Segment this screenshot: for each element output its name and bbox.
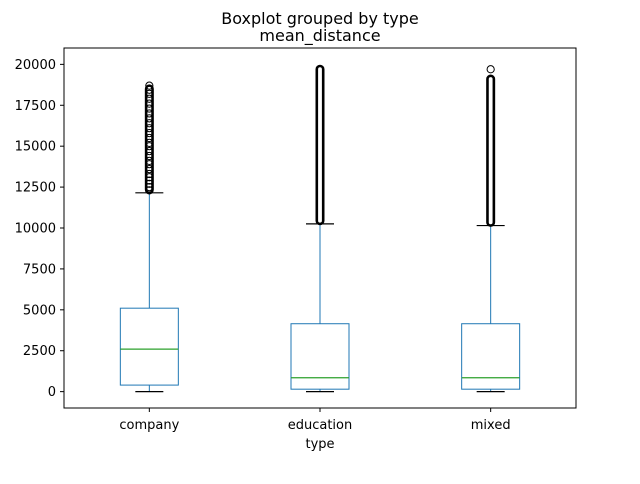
outlier-company-10: [145, 146, 154, 156]
outlier-company-7: [145, 160, 154, 169]
outlier-band-mixed: [486, 74, 496, 227]
x-tick-label-mixed: mixed: [471, 418, 511, 433]
outlier-company-20: [145, 99, 154, 108]
x-axis: company education mixed: [119, 408, 511, 433]
y-tick-label-6: 15000: [15, 140, 56, 155]
outlier-company-24: [145, 81, 154, 90]
outlier-company-16: [145, 119, 154, 128]
outlier-company-22: [145, 89, 154, 98]
box-group-education: [290, 64, 350, 393]
box-group-company: [119, 81, 179, 393]
chart-title: Boxplot grouped by type: [221, 9, 419, 28]
outlier-company-5: [145, 169, 154, 179]
outlier-company-13: [145, 133, 154, 143]
box-mixed: [461, 323, 521, 390]
outlier-company-12: [145, 138, 154, 148]
boxes-layer: [119, 64, 521, 393]
y-tick-label-7: 17500: [15, 99, 56, 114]
outlier-company-6: [145, 164, 154, 174]
y-axis: 0 2500 5000 7500 10000 12500 15000 17500 20000: [15, 58, 64, 400]
y-tick-label-3: 7500: [23, 262, 56, 277]
outlier-company-8: [145, 156, 154, 166]
box-group-mixed: [461, 65, 521, 393]
outlier-band-education: [315, 64, 325, 226]
x-tick-label-education: education: [288, 418, 353, 433]
outlier-company-11: [145, 142, 154, 151]
y-tick-label-2: 5000: [23, 303, 56, 318]
outlier-company-1: [145, 182, 154, 192]
outlier-company-17: [145, 114, 154, 123]
outlier-company-15: [145, 124, 154, 133]
box-education: [290, 323, 350, 390]
outlier-company-19: [145, 104, 154, 113]
x-tick-label-company: company: [119, 418, 179, 433]
y-tick-label-1: 2500: [23, 344, 56, 359]
y-tick-label-0: 0: [48, 385, 56, 400]
outlier-company-4: [145, 173, 154, 182]
outlier-company-9: [145, 151, 154, 161]
chart-subtitle: mean_distance: [259, 26, 380, 46]
outlier-company-0: [145, 186, 154, 195]
outlier-mixed-0: [486, 65, 495, 74]
y-tick-label-4: 10000: [15, 222, 56, 237]
outlier-company-14: [145, 128, 154, 138]
outlier-company-2: [145, 179, 154, 188]
y-tick-label-5: 12500: [15, 181, 56, 196]
x-axis-label: type: [305, 437, 334, 452]
outlier-company-23: [145, 85, 154, 94]
y-tick-label-8: 20000: [15, 58, 56, 73]
outlier-company-21: [145, 94, 154, 103]
outlier-company-18: [145, 109, 154, 118]
outlier-company-3: [145, 176, 154, 185]
box-company: [119, 307, 179, 386]
